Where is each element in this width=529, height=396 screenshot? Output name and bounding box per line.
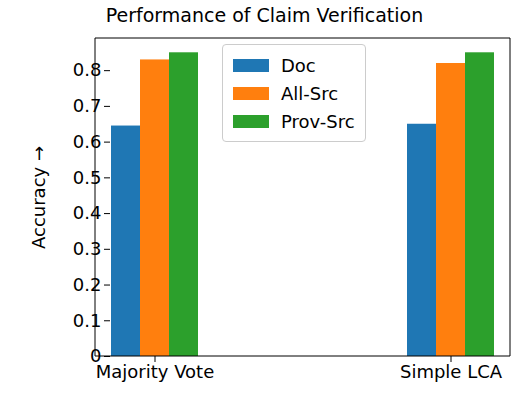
svg-text:0.3: 0.3 bbox=[73, 238, 102, 259]
svg-text:0.1: 0.1 bbox=[73, 310, 102, 331]
html-text:All-Src: All-Src bbox=[281, 82, 339, 104]
svg-text:Accuracy →: Accuracy → bbox=[28, 146, 49, 249]
svg-text:Simple LCA: Simple LCA bbox=[400, 361, 503, 382]
svg-text:0.7: 0.7 bbox=[73, 95, 102, 116]
html-text:Doc: Doc bbox=[281, 54, 316, 76]
svg-text:0.5: 0.5 bbox=[73, 167, 102, 188]
svg-text:0.4: 0.4 bbox=[73, 202, 102, 223]
html-text:Performance of Claim Verificat: Performance of Claim Verification bbox=[105, 4, 424, 26]
svg-text:0.6: 0.6 bbox=[73, 131, 102, 152]
svg-text:0.2: 0.2 bbox=[73, 274, 102, 295]
html-text:Prov-Src: Prov-Src bbox=[281, 110, 355, 132]
svg-text:0.8: 0.8 bbox=[73, 59, 102, 80]
svg-text:0: 0 bbox=[90, 345, 102, 367]
svg-text:Majority Vote: Majority Vote bbox=[96, 361, 214, 382]
